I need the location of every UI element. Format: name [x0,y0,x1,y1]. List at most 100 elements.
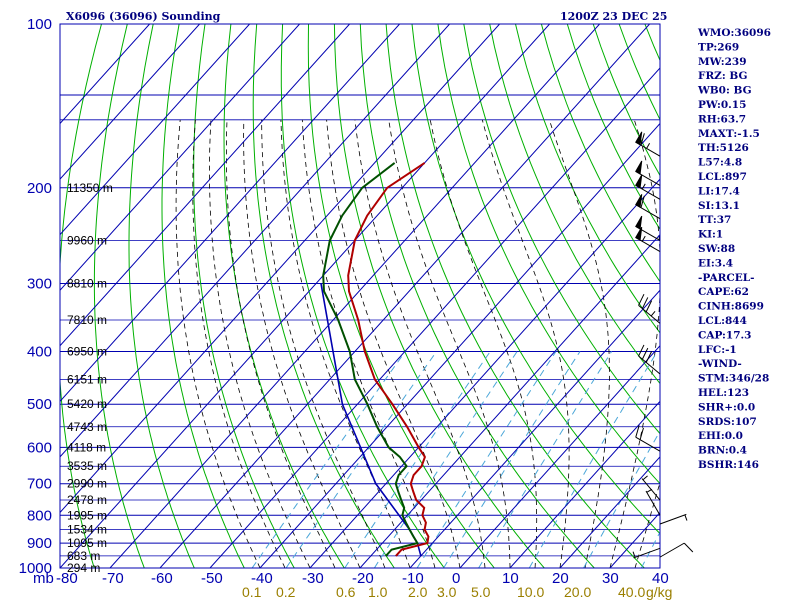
pressure-tick-label: 500 [27,396,52,413]
dry-adiabat [437,24,660,485]
isotherm-line [60,24,550,568]
wind-barb-half-feather [646,143,651,149]
dry-adiabat [161,24,245,568]
height-label: 2478 m [67,493,107,507]
wind-barb-half-feather [642,475,648,481]
dry-adiabat [252,24,395,568]
stability-index: LI:17.4 [698,185,740,197]
stability-index: CINH:8699 [698,301,764,313]
wind-barb-pennant [635,226,643,241]
stability-index: SHR+:0.0 [698,401,755,413]
stability-index: LCL:897 [698,171,747,183]
sounding-time: 1200Z 23 DEC 25 [560,10,667,23]
stability-index: MAXT:-1.5 [698,128,760,140]
height-label: 5420 m [67,397,107,411]
stability-index: MW:239 [698,56,747,68]
pressure-tick-label: 900 [27,535,52,552]
wind-barb-half-feather [641,235,646,242]
temperature-tick-label: -80 [56,570,78,587]
moist-adiabat [243,119,361,568]
dry-adiabat [463,24,660,435]
isotherm-line [60,24,300,291]
dry-adiabat [540,24,660,283]
temperature-profile-line [347,162,430,557]
stability-index: L57:4.8 [698,157,742,169]
mixing-ratio-tick-label: 2.0 [408,584,428,600]
stability-index: -PARCEL- [698,272,754,284]
moist-adiabat [261,119,386,568]
mixing-ratio-tick-label: 3.0 [437,584,457,600]
mixing-ratio-tick-label: 10.0 [517,584,544,600]
wind-barb-feather [638,293,645,306]
stability-index: EHI:0.0 [698,430,743,442]
dry-adiabat [223,24,345,568]
wind-barb-pennant [635,160,643,175]
height-label: 8810 m [67,277,107,291]
mixing-ratio-tick-label: 5.0 [471,584,491,600]
wind-barb-feather [640,133,645,146]
stability-index: TP:269 [698,41,739,53]
dry-adiabat [514,24,660,334]
isotherm-line [309,178,660,568]
mixing-ratio-line [528,351,658,568]
height-label: 7810 m [67,313,107,327]
dry-adiabat [385,24,645,568]
mixing-ratio-line [583,430,660,568]
moist-adiabat [481,119,570,568]
wind-barb-staff [659,513,687,525]
height-label: 683 m [67,549,100,563]
stability-index: BRN:0.4 [698,445,747,457]
mixing-ratio-tick-label: 0.6 [336,584,356,600]
isotherm-line [509,400,660,568]
plot-border [59,23,661,569]
pressure-axis: 100 200 300 400 500 600 700 800 900 1000 [19,16,52,577]
pressure-tick-label: 600 [27,439,52,456]
moist-adiabat [280,119,411,568]
mixing-ratio-axis: 0.1 0.2 0.6 1.0 2.0 3.0 5.0 10.0 20.0 40.0 g/kg [242,584,672,600]
dry-adiabat [280,24,445,568]
temperature-tick-label: 0 [452,570,460,587]
wind-barb-feather [640,195,645,208]
temperature-tick-label: -20 [352,570,374,587]
stability-index: CAPE:62 [698,286,749,298]
isotherm-line [209,67,660,568]
moist-adiabat [226,119,336,568]
stability-index: KI:1 [698,229,723,241]
wind-barb-staff [645,490,661,516]
mixing-ratio-line [640,531,660,568]
wind-barb-half-feather [646,488,653,493]
isotherm-line [60,24,400,403]
wind-barb-half-feather [650,311,656,317]
moist-adiabats [175,119,660,568]
wind-barb-feather [641,297,649,309]
pressure-tick-label: 300 [27,276,52,293]
isotherms [60,24,660,568]
stability-index: FRZ: BG [698,70,747,82]
wind-barb-feather [635,425,640,438]
mixing-ratio-line [344,351,491,568]
stability-index: -WIND- [698,358,742,370]
height-label: 3535 m [67,459,107,473]
isotherm-line [259,122,660,568]
pressure-tick-label: 400 [27,344,52,361]
moist-adiabat [175,119,261,568]
mixing-ratio-tick-label: 20.0 [564,584,591,600]
isotherm-line [60,24,250,236]
isotherm-line [60,24,200,180]
temperature-tick-label: 10 [502,570,519,587]
stability-index: STM:346/28 [698,373,769,385]
pressure-tick-label: 100 [27,16,52,33]
height-label: 6950 m [67,345,107,359]
moist-adiabat [192,119,286,568]
plot-frame [59,23,661,569]
stability-index: WMO:36096 [697,27,771,39]
isotherm-line [459,345,660,568]
dry-adiabat [60,24,103,568]
wind-barb-pennant [635,194,643,209]
pressure-unit-label: mb [33,570,54,587]
wind-barb-pennant [635,131,643,146]
sounding-profiles [320,162,430,557]
moist-adiabat [388,119,511,568]
wind-barb-feather [638,344,645,357]
